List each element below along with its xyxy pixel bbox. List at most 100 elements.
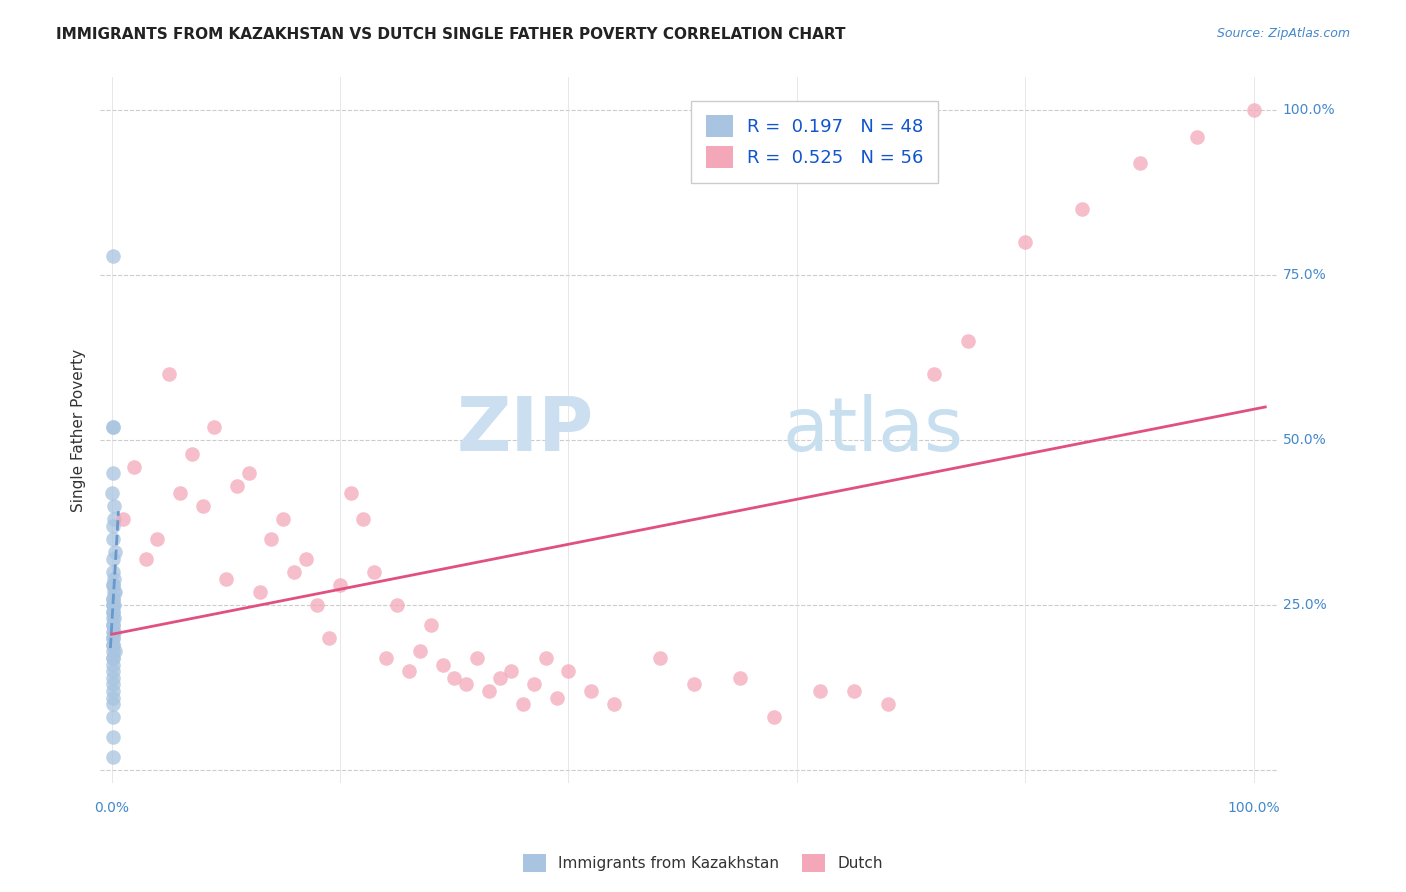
Point: [101, 750, 124, 764]
Point: [215, 572, 238, 586]
Point: [101, 651, 124, 665]
Text: 0.0%: 0.0%: [94, 801, 129, 815]
Point: [581, 684, 603, 698]
Point: [101, 552, 124, 566]
Point: [922, 368, 945, 382]
Point: [340, 486, 363, 500]
Point: [101, 599, 124, 613]
Legend: R =  0.197   N = 48, R =  0.525   N = 56: R = 0.197 N = 48, R = 0.525 N = 56: [692, 101, 938, 183]
Point: [135, 552, 157, 566]
Text: atlas: atlas: [783, 394, 963, 467]
Point: [124, 459, 146, 474]
Point: [104, 585, 127, 599]
Point: [101, 591, 124, 606]
Legend: Immigrants from Kazakhstan, Dutch: Immigrants from Kazakhstan, Dutch: [516, 846, 890, 880]
Point: [385, 599, 408, 613]
Point: [477, 684, 499, 698]
Point: [728, 671, 751, 685]
Point: [202, 420, 225, 434]
Point: [260, 533, 283, 547]
Point: [249, 585, 271, 599]
Point: [877, 697, 900, 711]
Point: [104, 644, 127, 658]
Point: [1014, 235, 1036, 250]
Point: [603, 697, 626, 711]
Point: [842, 684, 865, 698]
Point: [101, 730, 124, 744]
Text: 50.0%: 50.0%: [1282, 434, 1326, 447]
Point: [443, 671, 465, 685]
Point: [363, 566, 385, 580]
Point: [283, 566, 305, 580]
Point: [101, 578, 124, 592]
Point: [523, 677, 546, 691]
Point: [101, 533, 124, 547]
Point: [329, 578, 352, 592]
Point: [101, 690, 124, 705]
Point: [489, 671, 512, 685]
Point: [146, 533, 169, 547]
Point: [409, 644, 432, 658]
Point: [104, 545, 127, 559]
Point: [101, 651, 124, 665]
Point: [101, 519, 124, 533]
Point: [101, 566, 124, 580]
Point: [683, 677, 706, 691]
Point: [101, 605, 124, 619]
Point: [101, 657, 124, 672]
Text: IMMIGRANTS FROM KAZAKHSTAN VS DUTCH SINGLE FATHER POVERTY CORRELATION CHART: IMMIGRANTS FROM KAZAKHSTAN VS DUTCH SING…: [56, 27, 846, 42]
Text: Source: ZipAtlas.com: Source: ZipAtlas.com: [1216, 27, 1350, 40]
Point: [180, 446, 202, 460]
Point: [101, 591, 124, 606]
Point: [238, 467, 260, 481]
Point: [101, 671, 124, 685]
Point: [512, 697, 534, 711]
Point: [1243, 103, 1265, 118]
Point: [101, 684, 124, 698]
Y-axis label: Single Father Poverty: Single Father Poverty: [72, 349, 86, 512]
Point: [226, 479, 249, 493]
Point: [103, 585, 125, 599]
Point: [465, 651, 488, 665]
Point: [101, 486, 124, 500]
Point: [101, 249, 124, 263]
Point: [101, 638, 124, 652]
Point: [101, 710, 124, 724]
Point: [763, 710, 786, 724]
Point: [557, 664, 579, 678]
Point: [101, 677, 124, 691]
Point: [318, 632, 340, 646]
Point: [101, 632, 124, 646]
Point: [1129, 156, 1152, 170]
Point: [398, 664, 420, 678]
Point: [103, 611, 125, 625]
Point: [1185, 129, 1208, 144]
Point: [352, 512, 374, 526]
Point: [101, 697, 124, 711]
Point: [103, 572, 125, 586]
Point: [432, 657, 454, 672]
Point: [101, 644, 124, 658]
Point: [157, 368, 180, 382]
Point: [101, 632, 124, 646]
Point: [648, 651, 671, 665]
Point: [101, 624, 124, 639]
Text: 25.0%: 25.0%: [1282, 599, 1326, 612]
Point: [420, 618, 443, 632]
Point: [103, 599, 125, 613]
Text: 100.0%: 100.0%: [1282, 103, 1336, 118]
Point: [103, 512, 125, 526]
Point: [1071, 202, 1094, 217]
Point: [191, 500, 214, 514]
Point: [101, 420, 124, 434]
Point: [374, 651, 396, 665]
Point: [294, 552, 316, 566]
Point: [101, 599, 124, 613]
Point: [307, 599, 329, 613]
Point: [546, 690, 568, 705]
Point: [101, 467, 124, 481]
Point: [808, 684, 831, 698]
Point: [111, 512, 134, 526]
Point: [101, 605, 124, 619]
Point: [101, 611, 124, 625]
